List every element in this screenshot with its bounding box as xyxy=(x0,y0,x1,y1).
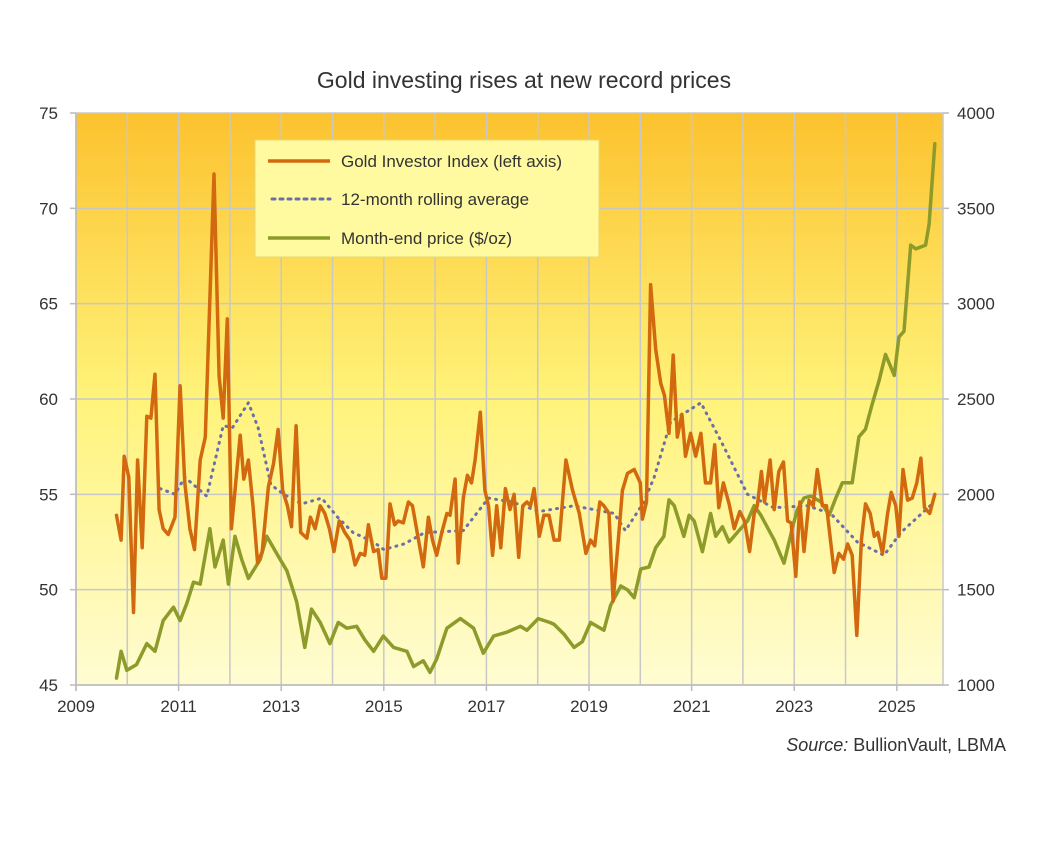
y-right-tick-label: 4000 xyxy=(957,104,995,123)
legend-label-index: Gold Investor Index (left axis) xyxy=(341,152,562,171)
source-note: Source: BullionVault, LBMA xyxy=(786,735,1006,755)
y-right-tick-label: 2000 xyxy=(957,485,995,504)
y-left-tick-label: 45 xyxy=(39,676,58,695)
x-tick-label: 2019 xyxy=(570,697,608,716)
y-left-tick-label: 55 xyxy=(39,485,58,504)
y-left-tick-label: 60 xyxy=(39,390,58,409)
x-tick-label: 2023 xyxy=(775,697,813,716)
series-line-rolling-average xyxy=(158,401,936,557)
x-tick-label: 2021 xyxy=(673,697,711,716)
y-right-tick-label: 1000 xyxy=(957,676,995,695)
source-label: Source: xyxy=(786,735,848,755)
y-right-tick-label: 3500 xyxy=(957,199,995,218)
y-right-tick-label: 2500 xyxy=(957,390,995,409)
legend-label-average: 12-month rolling average xyxy=(341,190,529,209)
legend-label-price: Month-end price ($/oz) xyxy=(341,229,512,248)
x-tick-label: 2017 xyxy=(468,697,506,716)
y-left-tick-label: 70 xyxy=(39,199,58,218)
x-tick-label: 2025 xyxy=(878,697,916,716)
y-left-tick-label: 50 xyxy=(39,581,58,600)
chart-title: Gold investing rises at new record price… xyxy=(317,67,731,93)
y-left-tick-label: 65 xyxy=(39,295,58,314)
x-tick-label: 2013 xyxy=(262,697,300,716)
source-text: BullionVault, LBMA xyxy=(853,735,1006,755)
series-line-gold-investor-index xyxy=(114,172,937,638)
x-tick-label: 2011 xyxy=(160,697,197,716)
series-lines xyxy=(114,141,937,680)
legend: Gold Investor Index (left axis) 12-month… xyxy=(254,139,600,258)
y-right-tick-label: 1500 xyxy=(957,581,995,600)
y-right-tick-label: 3000 xyxy=(957,295,995,314)
axes: 45 50 55 60 65 70 75 1000 1500 2000 2500 3000 3500 40… xyxy=(39,104,995,716)
x-tick-label: 2015 xyxy=(365,697,403,716)
y-left-tick-label: 75 xyxy=(39,104,58,123)
x-tick-label: 2009 xyxy=(57,697,95,716)
